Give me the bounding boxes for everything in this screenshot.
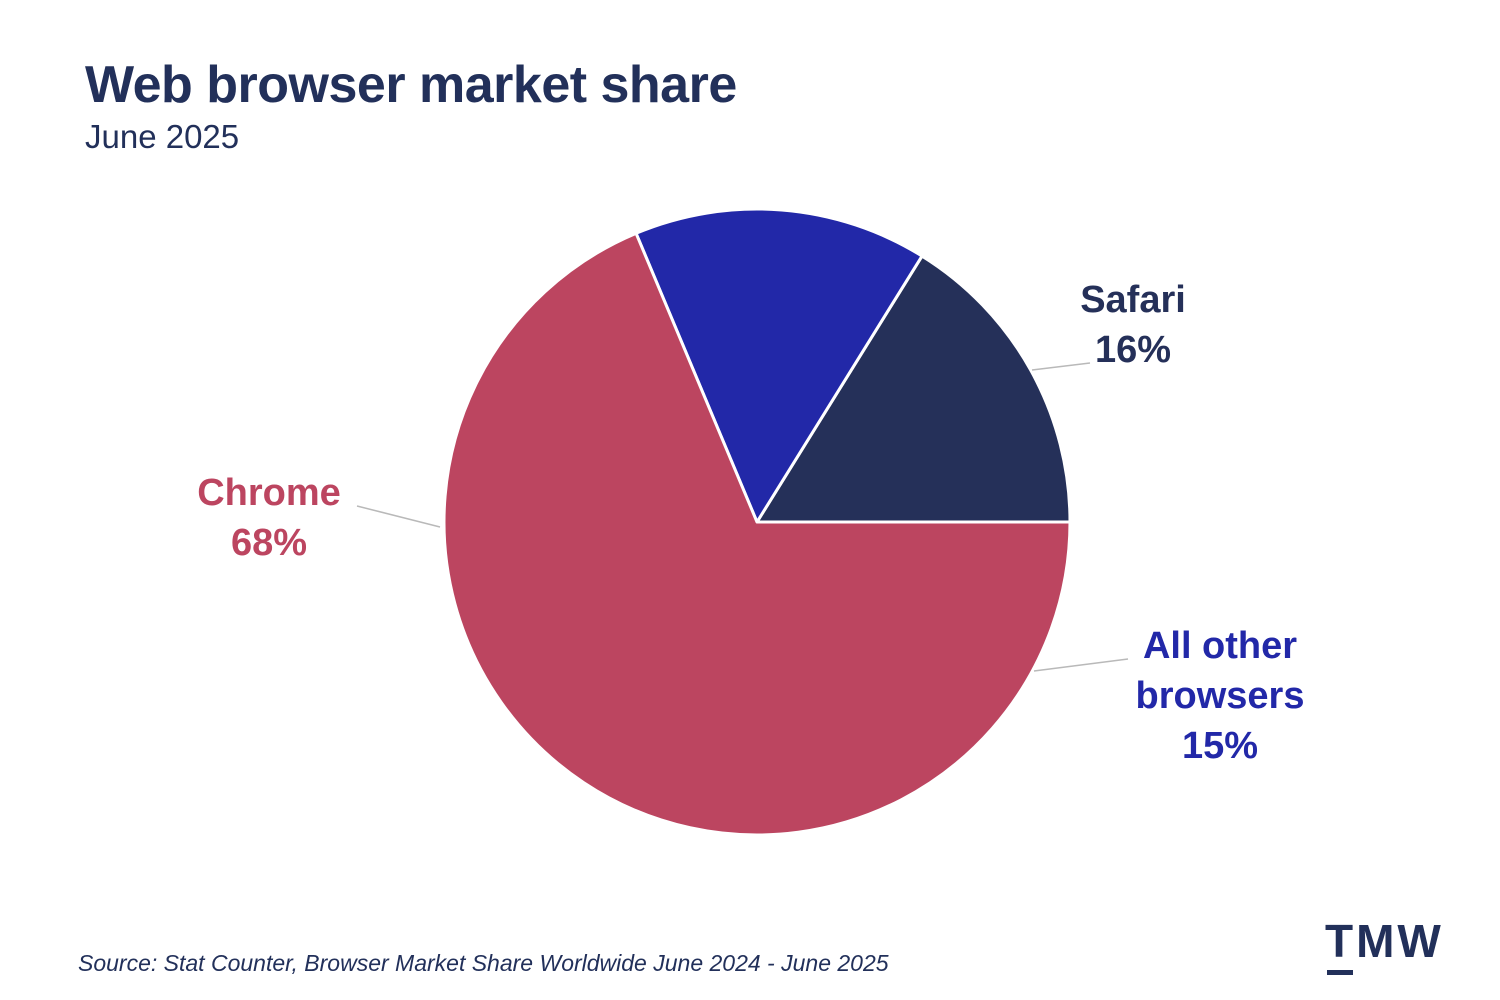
pie-slices: [442, 207, 1072, 837]
logo-underline: [1327, 970, 1353, 975]
source-note: Source: Stat Counter, Browser Market Sha…: [78, 950, 889, 976]
slice-label-line: Safari: [1080, 279, 1186, 321]
slice-label-safari: Safari 16%: [1080, 279, 1186, 371]
chart-subtitle: June 2025: [85, 118, 240, 155]
leader-line-all-other-browsers: [1033, 658, 1129, 672]
slice-label-line: 15%: [1182, 725, 1258, 767]
pie-slice-safari: [755, 254, 1072, 524]
slice-label-line: 68%: [231, 522, 307, 564]
slice-label-all-other-browsers: All other browsers 15%: [1136, 625, 1305, 767]
logo-text: TMW: [1325, 915, 1444, 967]
slice-label-line: All other: [1143, 625, 1297, 667]
slice-label-chrome: Chrome 68%: [197, 472, 341, 564]
slice-label-line: Chrome: [197, 472, 341, 514]
tmw-logo: TMW: [1325, 918, 1460, 976]
slice-label-line: browsers: [1136, 675, 1305, 717]
slice-label-line: 16%: [1095, 329, 1171, 371]
leader-lines: [356, 362, 1129, 672]
leader-line-safari: [1031, 362, 1091, 371]
leader-line-chrome: [356, 505, 441, 528]
slice-labels: Safari 16% All other browsers 15% Chrome 68%: [197, 279, 1304, 767]
pie-slice-all-other-browsers: [634, 207, 924, 524]
chart-title: Web browser market share: [85, 56, 737, 114]
pie-slice-chrome: [442, 231, 1072, 837]
